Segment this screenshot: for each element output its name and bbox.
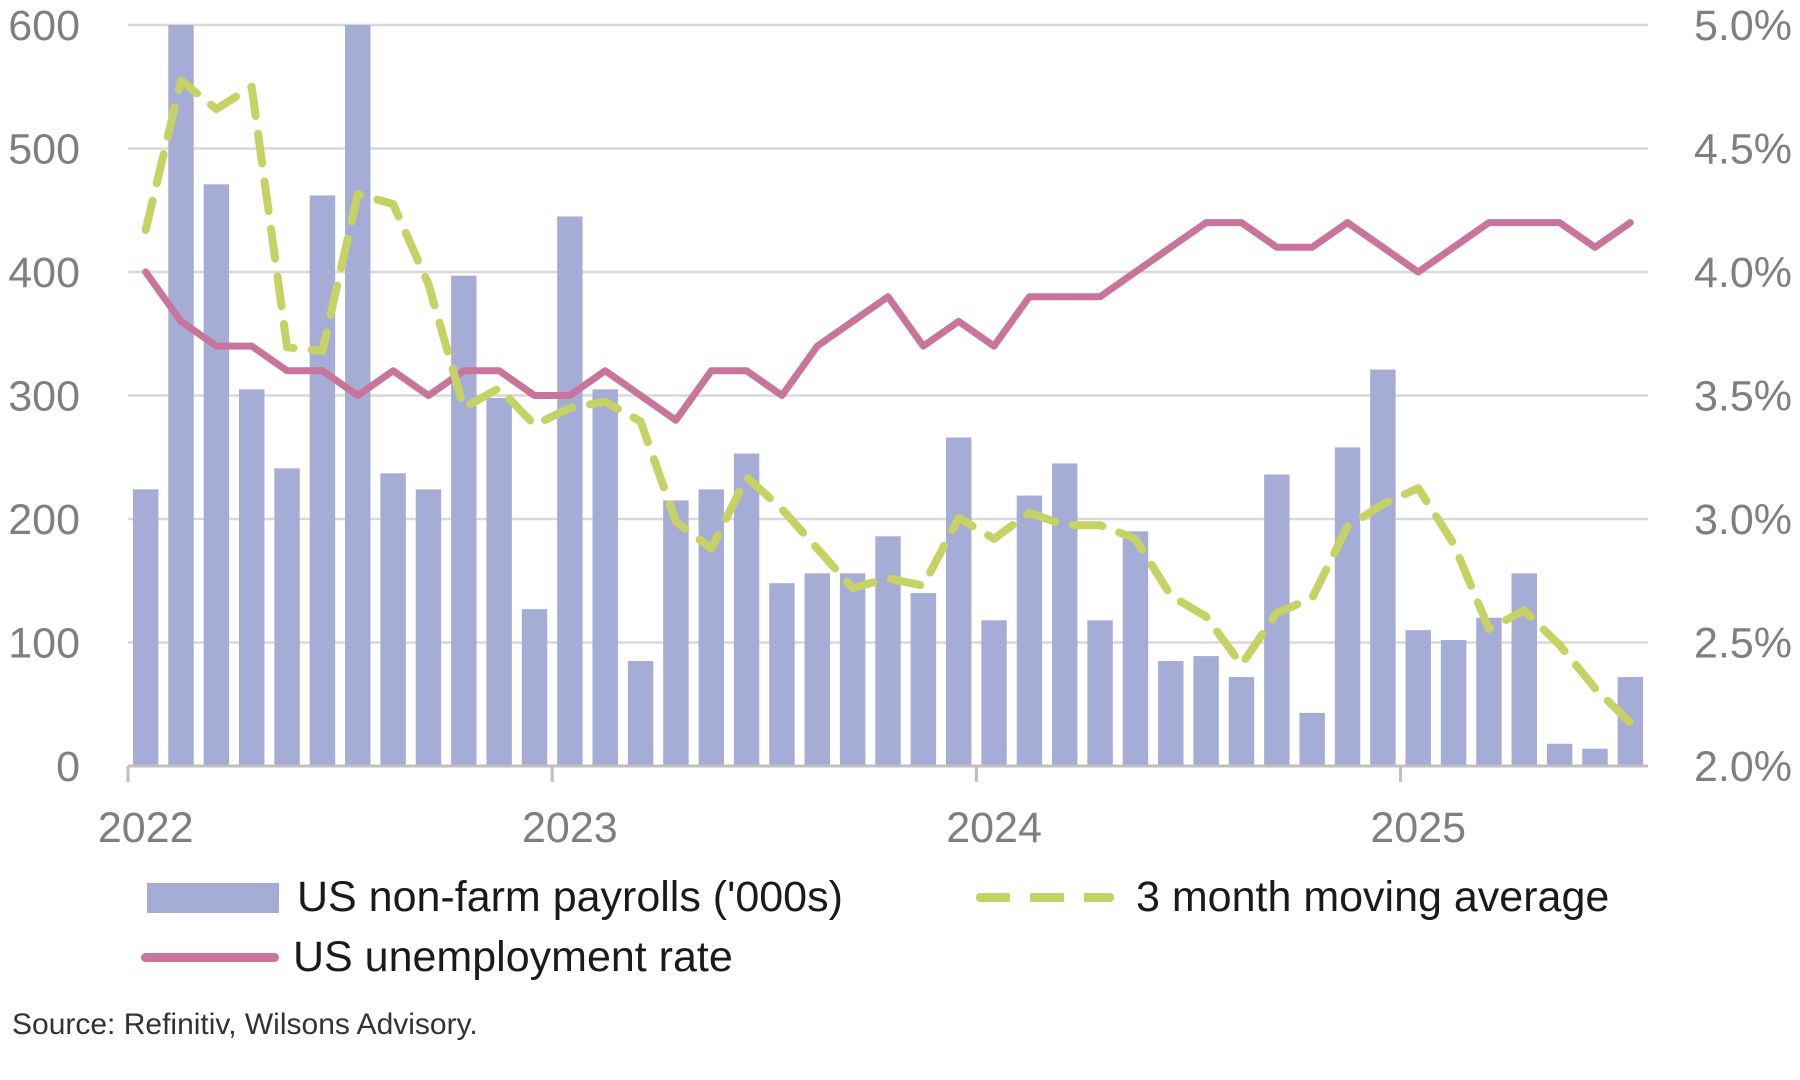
payrolls-bar — [203, 184, 230, 766]
payrolls-bar — [238, 389, 265, 766]
right-axis-tick-label: 2.5% — [1694, 620, 1792, 668]
right-axis-tick-label: 4.0% — [1694, 249, 1792, 297]
payrolls-bar — [1370, 369, 1396, 766]
payrolls-bar — [945, 437, 972, 766]
payrolls-unemployment-chart: 0 100 200 300 400 500 600 2.0% 2.5% 3.0% 3.5% 4.0%… — [8, 2, 1792, 852]
legend-item-moving-average: 3 month moving average — [976, 873, 1609, 922]
right-axis-ticks: 2.0% 2.5% 3.0% 3.5% 4.0% 4.5% 5.0% — [1694, 2, 1792, 791]
payrolls-bar — [698, 489, 724, 766]
source-note: Source: Refinitiv, Wilsons Advisory. — [12, 1008, 478, 1041]
payrolls-bar — [839, 573, 866, 766]
right-axis-tick-label: 3.5% — [1694, 373, 1792, 421]
payrolls-bar — [1264, 474, 1290, 766]
left-axis-tick-label: 300 — [8, 373, 80, 421]
moving-average-line — [141, 76, 1635, 727]
payrolls-bar — [557, 216, 583, 767]
payrolls-bars — [132, 25, 1644, 767]
right-axis-tick-label: 3.0% — [1694, 496, 1792, 544]
payrolls-bar — [1087, 620, 1113, 766]
payrolls-bar — [663, 500, 689, 766]
x-axis: 2022 2023 2024 2025 — [98, 764, 1648, 852]
payrolls-bar — [592, 389, 618, 766]
payrolls-bar — [910, 593, 937, 766]
legend-label-payrolls: US non-farm payrolls ('000s) — [297, 873, 843, 921]
payrolls-bar — [309, 195, 336, 766]
unemployment-rate-line — [142, 219, 1634, 424]
legend-swatch-moving-average — [976, 893, 1114, 902]
left-axis-tick-label: 500 — [8, 126, 80, 174]
payrolls-bar — [1228, 677, 1255, 766]
legend-swatch-payrolls — [147, 882, 279, 913]
series-lines — [141, 76, 1635, 727]
left-axis-tick-label: 600 — [8, 2, 80, 50]
payrolls-bar — [415, 489, 442, 766]
legend-item-payrolls: US non-farm payrolls ('000s) — [147, 873, 843, 922]
payrolls-bar — [769, 583, 795, 766]
payrolls-bar — [274, 468, 300, 766]
payrolls-bar — [804, 573, 831, 766]
right-axis-tick-label: 2.0% — [1694, 743, 1792, 791]
legend-item-unemployment: US unemployment rate — [141, 933, 733, 982]
payrolls-bar — [486, 397, 512, 766]
payrolls-bar — [521, 609, 548, 766]
right-axis-tick-label: 5.0% — [1694, 2, 1792, 50]
left-axis-tick-label: 400 — [8, 249, 80, 297]
x-axis-tick-label: 2024 — [946, 804, 1042, 852]
legend-label-moving-average: 3 month moving average — [1136, 873, 1610, 921]
payrolls-bar — [1476, 617, 1502, 766]
payrolls-bar — [1158, 661, 1184, 766]
payrolls-bar — [733, 453, 760, 766]
payrolls-bar — [1193, 656, 1219, 766]
legend-label-unemployment: US unemployment rate — [293, 933, 733, 981]
payrolls-bar — [1122, 531, 1149, 766]
payrolls-bar — [875, 536, 901, 766]
left-axis-tick-label: 100 — [8, 620, 80, 668]
x-axis-tick-label: 2023 — [522, 804, 618, 852]
payrolls-bar — [132, 489, 159, 766]
payrolls-bar — [1299, 712, 1325, 766]
payrolls-bar — [627, 661, 654, 766]
left-axis-tick-label: 0 — [56, 743, 80, 791]
payrolls-bar — [1405, 630, 1431, 766]
x-axis-tick-label: 2022 — [98, 804, 194, 852]
payrolls-bar — [1546, 743, 1573, 766]
payrolls-bar — [1052, 463, 1078, 766]
payrolls-bar — [1511, 573, 1538, 766]
right-axis-tick-label: 4.5% — [1694, 126, 1792, 174]
left-axis-tick-label: 200 — [8, 496, 80, 544]
payrolls-bar — [1582, 748, 1608, 766]
legend-swatch-unemployment — [141, 953, 279, 962]
x-axis-tick-label: 2025 — [1370, 804, 1466, 852]
payrolls-bar — [451, 275, 477, 766]
payrolls-bar — [380, 473, 406, 766]
left-axis-ticks: 0 100 200 300 400 500 600 — [8, 2, 80, 791]
payrolls-bar — [981, 620, 1007, 766]
payrolls-bar — [1334, 447, 1361, 766]
payrolls-bar — [1016, 495, 1043, 766]
payrolls-bar — [168, 25, 194, 766]
payrolls-bar — [1440, 640, 1467, 766]
